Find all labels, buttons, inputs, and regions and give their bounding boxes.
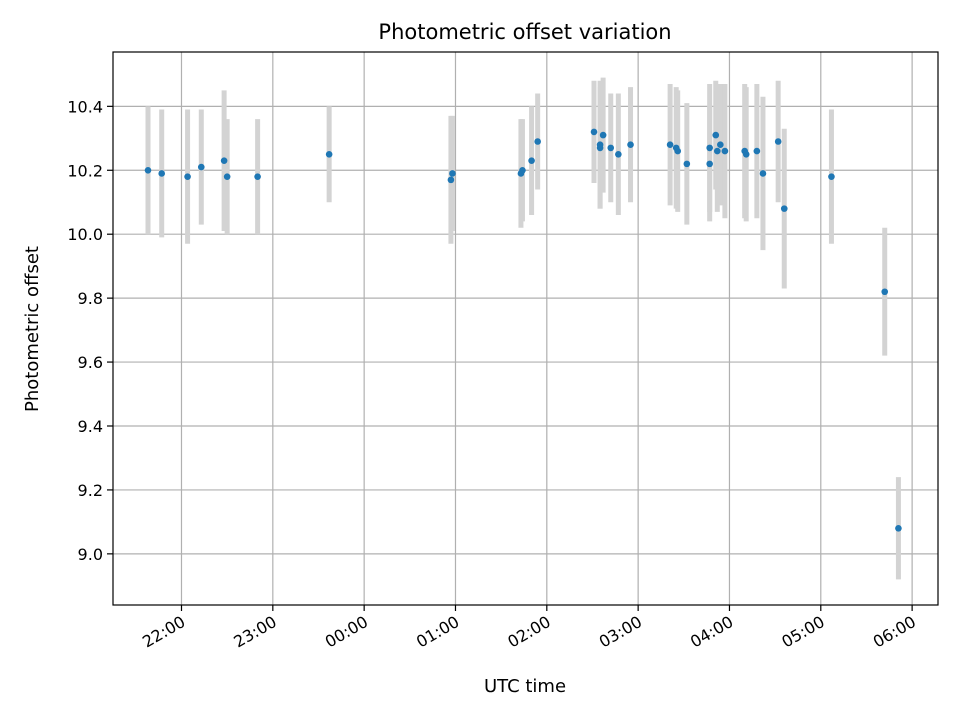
- data-point: [753, 147, 761, 155]
- data-point: [596, 144, 604, 152]
- data-point: [627, 141, 634, 148]
- y-tick-label: 10.4: [67, 97, 103, 116]
- data-point: [615, 150, 622, 158]
- data-point: [706, 144, 713, 152]
- data-point: [780, 205, 788, 212]
- data-point: [706, 160, 713, 168]
- data-point: [895, 524, 902, 532]
- data-point: [528, 157, 535, 164]
- data-point: [828, 173, 835, 180]
- data-point: [254, 173, 261, 180]
- data-point: [447, 176, 455, 184]
- y-axis-ticks: 9.0 9.2 9.4 9.6 9.8 10.0 10.2 10.4: [67, 97, 113, 564]
- data-point: [742, 150, 750, 158]
- data-point: [721, 147, 729, 155]
- data-point: [881, 288, 889, 296]
- data-point: [713, 147, 721, 155]
- data-point: [519, 166, 526, 174]
- data-point: [607, 144, 615, 152]
- data-point: [683, 160, 691, 168]
- plot-frame: [112, 51, 939, 606]
- data-point: [774, 138, 782, 145]
- data-point: [144, 166, 152, 174]
- data-point: [712, 131, 720, 139]
- data-point: [666, 141, 674, 148]
- y-tick-label: 10.2: [67, 161, 103, 180]
- grid: [113, 52, 938, 605]
- data-points: [144, 128, 902, 532]
- data-point: [759, 170, 767, 177]
- y-tick-label: 9.4: [78, 417, 103, 436]
- data-point: [220, 157, 228, 164]
- y-axis-label: Photometric offset: [22, 246, 43, 412]
- data-point: [534, 138, 541, 145]
- y-tick-label: 10.0: [67, 225, 103, 244]
- y-tick-label: 9.0: [78, 545, 103, 564]
- chart-title: Photometric offset variation: [378, 20, 671, 44]
- data-point: [184, 173, 191, 180]
- y-tick-label: 9.8: [78, 289, 103, 308]
- data-point: [599, 131, 607, 139]
- data-point: [449, 170, 456, 177]
- y-tick-label: 9.2: [78, 481, 103, 500]
- data-point: [590, 128, 598, 136]
- data-point: [223, 173, 231, 180]
- y-tick-label: 9.6: [78, 353, 103, 372]
- data-point: [325, 150, 333, 158]
- data-point: [717, 141, 724, 148]
- data-point: [197, 163, 205, 171]
- x-axis-label: UTC time: [484, 676, 566, 697]
- data-point: [158, 170, 166, 177]
- data-point: [674, 147, 682, 155]
